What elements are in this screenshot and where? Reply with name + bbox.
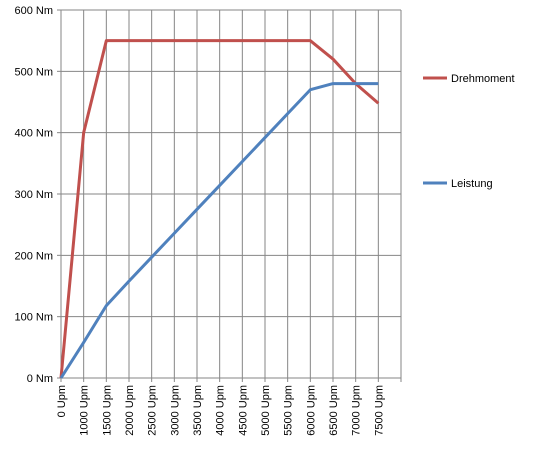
x-tick-label: 7000 Upm <box>351 385 363 436</box>
y-tick-label: 400 Nm <box>14 128 53 140</box>
x-tick-label: 2500 Upm <box>147 385 159 436</box>
x-tick-label: 6000 Upm <box>305 385 317 436</box>
x-tick-label: 2000 Upm <box>124 385 136 436</box>
gridlines <box>61 9 402 378</box>
x-tick-label: 1000 Upm <box>79 385 91 436</box>
x-tick-label: 4500 Upm <box>237 385 249 436</box>
legend-label: Leistung <box>451 178 493 190</box>
x-tick-label: 3000 Upm <box>169 385 181 436</box>
y-tick-label: 600 Nm <box>14 5 53 17</box>
series-lines <box>59 39 380 379</box>
x-tick-label: 7500 Upm <box>373 385 385 436</box>
y-tick-label: 300 Nm <box>14 189 53 201</box>
series-line-drehmoment <box>59 39 380 379</box>
y-tick-label: 100 Nm <box>14 312 53 324</box>
x-tick-label: 5500 Upm <box>283 385 295 436</box>
y-tick-label: 500 Nm <box>14 66 53 78</box>
x-tick-label: 6500 Upm <box>328 385 340 436</box>
series-line-leistung <box>59 82 379 379</box>
x-tick-label: 5000 Upm <box>260 385 272 436</box>
legend-item-drehmoment: Drehmoment <box>423 73 515 85</box>
y-tick-label: 200 Nm <box>14 250 53 262</box>
legend-label: Drehmoment <box>451 73 515 85</box>
x-tick-label: 3500 Upm <box>192 385 204 436</box>
y-tick-labels: 0 Nm 100 Nm 200 Nm 300 Nm 400 Nm 500 Nm … <box>14 5 53 385</box>
x-tick-labels: 0 Upm 1000 Upm 1500 Upm 2000 Upm 2500 Up… <box>56 385 385 436</box>
x-tick-label: 0 Upm <box>56 385 68 417</box>
y-tick-label: 0 Nm <box>27 373 53 385</box>
legend-item-leistung: Leistung <box>423 178 493 190</box>
legend: Drehmoment Leistung <box>423 73 515 190</box>
axes <box>57 9 402 382</box>
x-tick-label: 1500 Upm <box>101 385 113 436</box>
x-tick-label: 4000 Upm <box>215 385 227 436</box>
